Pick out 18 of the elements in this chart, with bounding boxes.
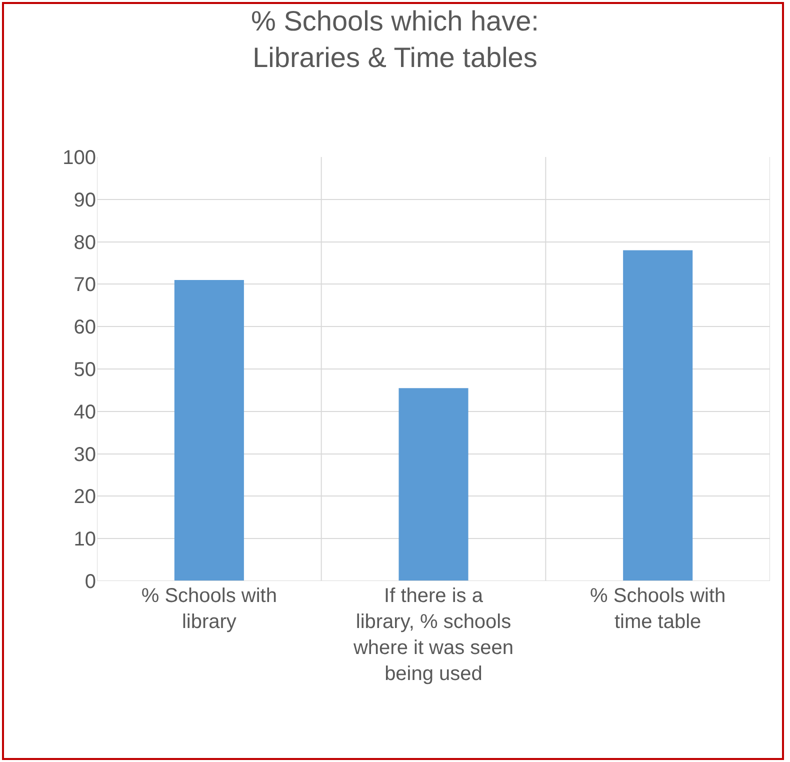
y-tick-label: 10 <box>74 528 96 551</box>
y-tick-label: 20 <box>74 486 96 508</box>
y-tick-label: 30 <box>74 444 96 466</box>
chart-title: % Schools which have: Libraries & Time tables <box>251 5 539 73</box>
y-tick-label: 100 <box>62 147 96 169</box>
bar <box>398 388 468 581</box>
bar <box>623 250 693 581</box>
y-tick-label: 70 <box>74 274 96 296</box>
y-tick-label: 0 <box>84 571 96 593</box>
y-tick-label: 90 <box>74 189 96 212</box>
y-tick-label: 60 <box>74 316 96 339</box>
x-tick-label: % Schools with time table <box>590 585 726 633</box>
y-tick-label: 40 <box>74 401 96 424</box>
bar <box>174 280 244 581</box>
x-tick-label: If there is a library, % schools where it was seen being used <box>352 585 514 685</box>
y-tick-label: 80 <box>74 232 96 254</box>
x-tick-label: % Schools with library <box>141 585 277 633</box>
y-tick-label: 50 <box>74 359 96 381</box>
